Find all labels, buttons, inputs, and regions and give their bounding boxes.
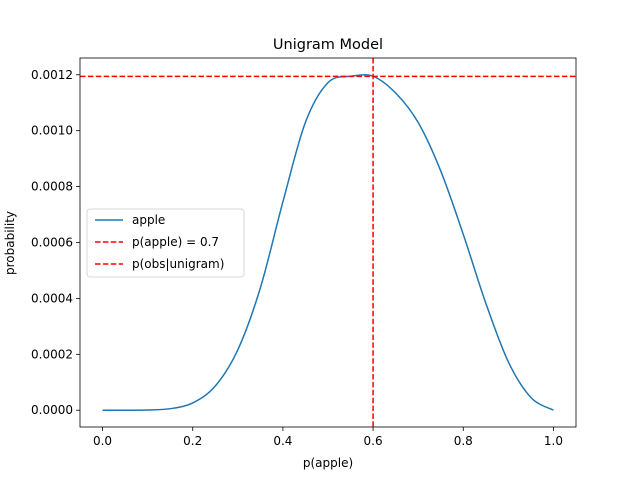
y-axis: 0.0000 0.0002 0.0004 0.0006 0.0008 0.0010 0.00… [31,68,80,417]
y-tick-label: 0.0012 [31,68,73,82]
y-tick-label: 0.0002 [31,347,73,361]
x-axis: 0.0 0.2 0.4 0.6 0.8 1.0 [93,427,563,448]
legend-label-apple: apple [132,213,165,227]
x-tick-label: 1.0 [544,434,563,448]
chart-title: Unigram Model [273,37,383,53]
y-tick-label: 0.0000 [31,403,73,417]
series-layer [80,58,576,427]
x-axis-title: p(apple) [303,456,353,470]
legend: apple p(apple) = 0.7 p(obs|unigram) [86,208,245,278]
legend-label-horizontal-ref: p(obs|unigram) [132,257,224,271]
x-tick-label: 0.6 [364,434,383,448]
x-tick-label: 0.8 [454,434,473,448]
y-tick-label: 0.0010 [31,124,73,138]
x-tick-label: 0.4 [273,434,292,448]
y-tick-label: 0.0006 [31,236,73,250]
x-tick-label: 0.2 [183,434,202,448]
legend-label-vertical-ref: p(apple) = 0.7 [132,235,219,249]
y-tick-label: 0.0004 [31,291,73,305]
legend-box [86,208,245,278]
series-line-apple [102,74,554,411]
plot-area [80,58,576,427]
x-tick-label: 0.0 [93,434,112,448]
y-tick-label: 0.0008 [31,180,73,194]
y-axis-title: probability [3,211,17,275]
